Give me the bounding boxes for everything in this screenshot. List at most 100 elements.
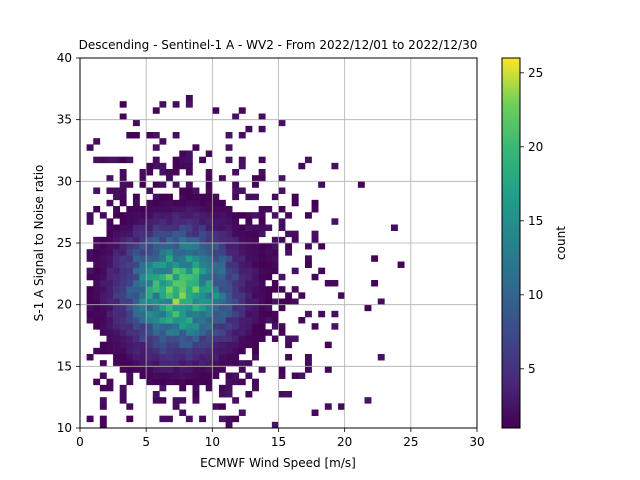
heatmap-cell: [265, 304, 273, 312]
heatmap-cell: [179, 341, 187, 349]
heatmap-cell: [212, 298, 220, 305]
heatmap-cell: [126, 415, 134, 423]
heatmap-cell: [185, 255, 193, 262]
heatmap-cell: [126, 280, 134, 287]
heatmap-cell: [159, 255, 167, 262]
heatmap-cell: [199, 193, 207, 201]
heatmap-cell: [232, 224, 240, 231]
heatmap-cell: [225, 415, 233, 423]
heatmap-cell: [199, 230, 207, 238]
heatmap-cell: [159, 273, 167, 281]
heatmap-cell: [192, 267, 200, 275]
heatmap-cell: [225, 144, 233, 151]
heatmap-cell: [245, 304, 253, 312]
heatmap-cell: [152, 323, 160, 330]
heatmap-cell: [205, 236, 213, 244]
heatmap-cell: [119, 218, 127, 225]
heatmap-cell: [166, 341, 173, 349]
heatmap-cell: [152, 298, 160, 305]
heatmap-cell: [192, 144, 200, 151]
heatmap-cell: [93, 187, 101, 194]
heatmap-cell: [139, 335, 147, 342]
heatmap-cell: [159, 372, 167, 379]
heatmap-cell: [99, 243, 107, 250]
heatmap-cell: [271, 298, 279, 305]
heatmap-cell: [159, 243, 167, 250]
heatmap-cell: [113, 323, 120, 330]
heatmap-cell: [238, 107, 246, 114]
heatmap-cell: [205, 150, 213, 157]
heatmap-cell: [166, 224, 173, 231]
heatmap-cell: [311, 236, 319, 244]
heatmap-cell: [179, 230, 187, 238]
heatmap-cell: [119, 286, 127, 293]
heatmap-cell: [119, 243, 127, 250]
heatmap-cell: [199, 378, 207, 386]
heatmap-cell: [232, 261, 240, 268]
heatmap-cell: [199, 249, 207, 256]
heatmap-cell: [271, 323, 279, 330]
heatmap-cell: [152, 310, 160, 318]
heatmap-cell: [245, 286, 253, 293]
heatmap-cell: [106, 199, 114, 207]
heatmap-cell: [99, 273, 107, 281]
heatmap-cell: [146, 354, 154, 361]
heatmap-cell: [212, 107, 220, 114]
heatmap-cell: [172, 292, 180, 299]
heatmap-cell: [265, 255, 273, 262]
heatmap-cell: [146, 280, 154, 287]
heatmap-cell: [132, 230, 140, 238]
heatmap-cell: [225, 156, 233, 164]
heatmap-cell: [278, 391, 286, 398]
heatmap-cell: [258, 169, 266, 176]
heatmap-cell: [185, 162, 193, 170]
heatmap-cell: [252, 341, 259, 349]
heatmap-cell: [152, 329, 160, 336]
heatmap-cell: [99, 156, 107, 164]
heatmap-cell: [252, 323, 259, 330]
heatmap-cell: [218, 236, 226, 244]
heatmap-cell: [252, 261, 259, 268]
heatmap-cell: [126, 354, 134, 361]
heatmap-cell: [166, 218, 173, 225]
heatmap-cell: [232, 323, 240, 330]
heatmap-cell: [252, 310, 259, 318]
heatmap-cell: [185, 212, 193, 219]
heatmap-cell: [291, 199, 299, 207]
heatmap-cell: [132, 323, 140, 330]
heatmap-cell: [218, 286, 226, 293]
heatmap-cell: [159, 360, 167, 367]
heatmap-cell: [152, 206, 160, 213]
heatmap-cell: [106, 298, 114, 305]
heatmap-cell: [192, 286, 200, 293]
heatmap-cell: [265, 243, 273, 250]
heatmap-cell: [106, 292, 114, 299]
heatmap-cell: [265, 224, 273, 231]
heatmap-cell: [93, 280, 101, 287]
heatmap-cell: [265, 298, 273, 305]
heatmap-cell: [119, 181, 127, 188]
heatmap-cell: [139, 224, 147, 231]
heatmap-cell: [225, 255, 233, 262]
heatmap-cell: [371, 255, 379, 262]
heatmap-cell: [238, 286, 246, 293]
heatmap-cell: [271, 280, 279, 287]
heatmap-cell: [245, 218, 253, 225]
heatmap-cell: [199, 218, 207, 225]
heatmap-cell: [152, 304, 160, 312]
heatmap-cell: [212, 360, 220, 367]
heatmap-cell: [126, 261, 134, 268]
heatmap-cell: [232, 292, 240, 299]
heatmap-cell: [126, 249, 134, 256]
heatmap-cell: [106, 236, 114, 244]
heatmap-cell: [192, 199, 200, 207]
heatmap-cell: [238, 378, 246, 386]
heatmap-cell: [278, 304, 286, 312]
heatmap-cell: [86, 415, 94, 423]
heatmap-cell: [252, 280, 259, 287]
heatmap-cell: [119, 292, 127, 299]
heatmap-cell: [126, 372, 134, 379]
heatmap-cell: [238, 341, 246, 349]
heatmap-cell: [225, 298, 233, 305]
heatmap-cell: [258, 206, 266, 213]
